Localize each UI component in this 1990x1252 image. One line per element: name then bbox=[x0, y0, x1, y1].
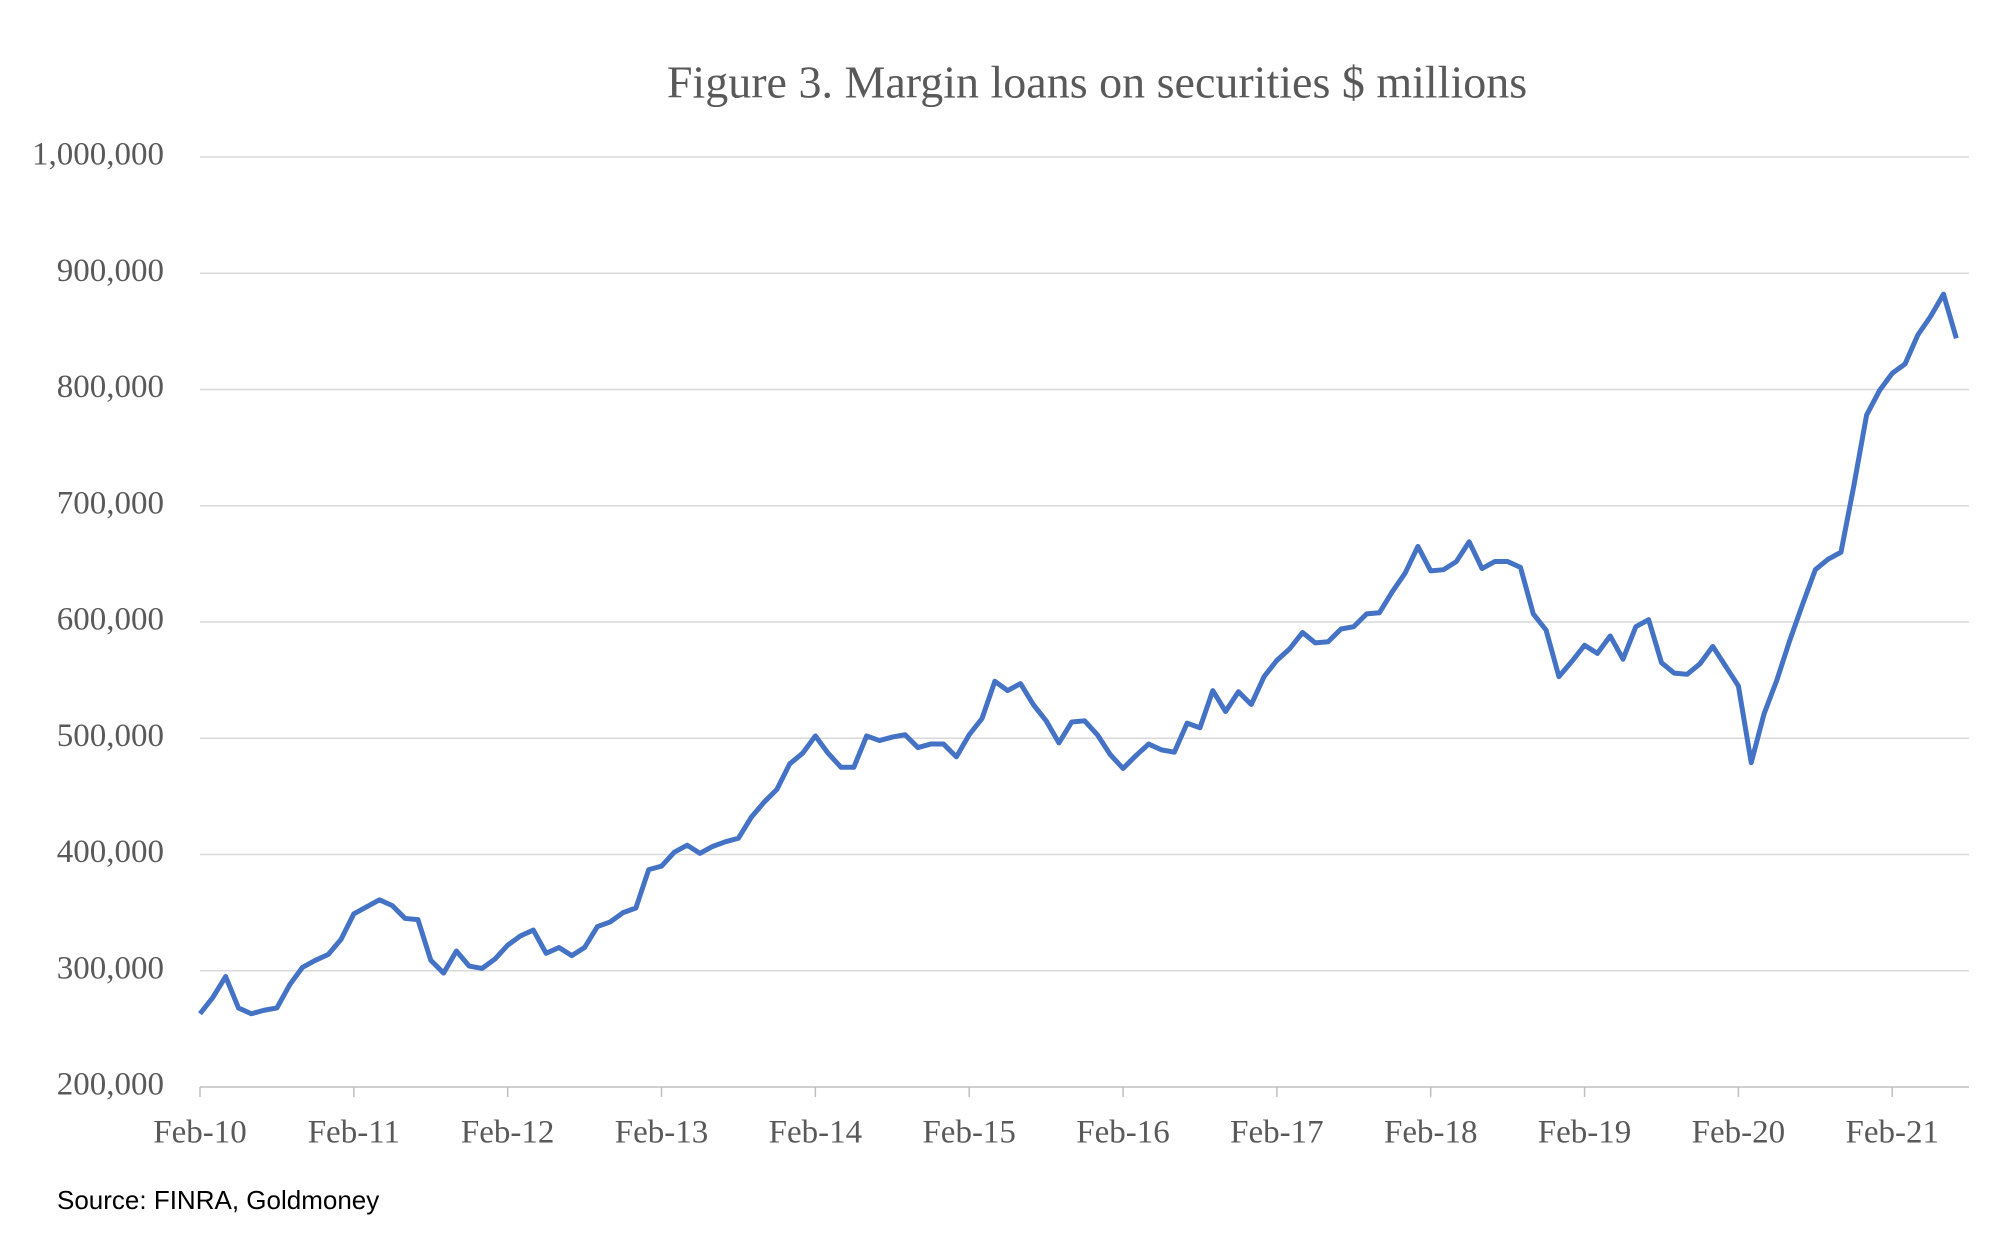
data-line bbox=[198, 291, 1959, 1017]
y-tick-label: 300,000 bbox=[57, 950, 164, 986]
y-tick-label: 700,000 bbox=[57, 485, 164, 521]
x-tick-label: Feb-10 bbox=[153, 1115, 247, 1151]
y-tick-label: 800,000 bbox=[57, 369, 164, 405]
x-tick-label: Feb-19 bbox=[1538, 1115, 1632, 1151]
x-tick-label: Feb-12 bbox=[461, 1115, 555, 1151]
x-tick-label: Feb-16 bbox=[1076, 1115, 1170, 1151]
x-tick-label: Feb-15 bbox=[922, 1115, 1016, 1151]
x-tick-label: Feb-21 bbox=[1845, 1115, 1939, 1151]
y-tick-label: 200,000 bbox=[57, 1067, 164, 1103]
y-tick-label: 400,000 bbox=[57, 834, 164, 870]
y-tick-label: 600,000 bbox=[57, 602, 164, 638]
x-tick-label: Feb-14 bbox=[769, 1115, 863, 1151]
chart-title: Figure 3. Margin loans on securities $ m… bbox=[667, 57, 1527, 108]
x-tick-label: Feb-18 bbox=[1384, 1115, 1478, 1151]
y-tick-label: 1,000,000 bbox=[32, 137, 164, 173]
x-tick-label: Feb-11 bbox=[308, 1115, 400, 1151]
y-tick-label: 900,000 bbox=[57, 253, 164, 289]
y-tick-label: 500,000 bbox=[57, 718, 164, 754]
x-tick-label: Feb-13 bbox=[615, 1115, 709, 1151]
x-tick-label: Feb-17 bbox=[1230, 1115, 1324, 1151]
source-note: Source: FINRA, Goldmoney bbox=[57, 1185, 379, 1215]
x-tick-label: Feb-20 bbox=[1692, 1115, 1786, 1151]
